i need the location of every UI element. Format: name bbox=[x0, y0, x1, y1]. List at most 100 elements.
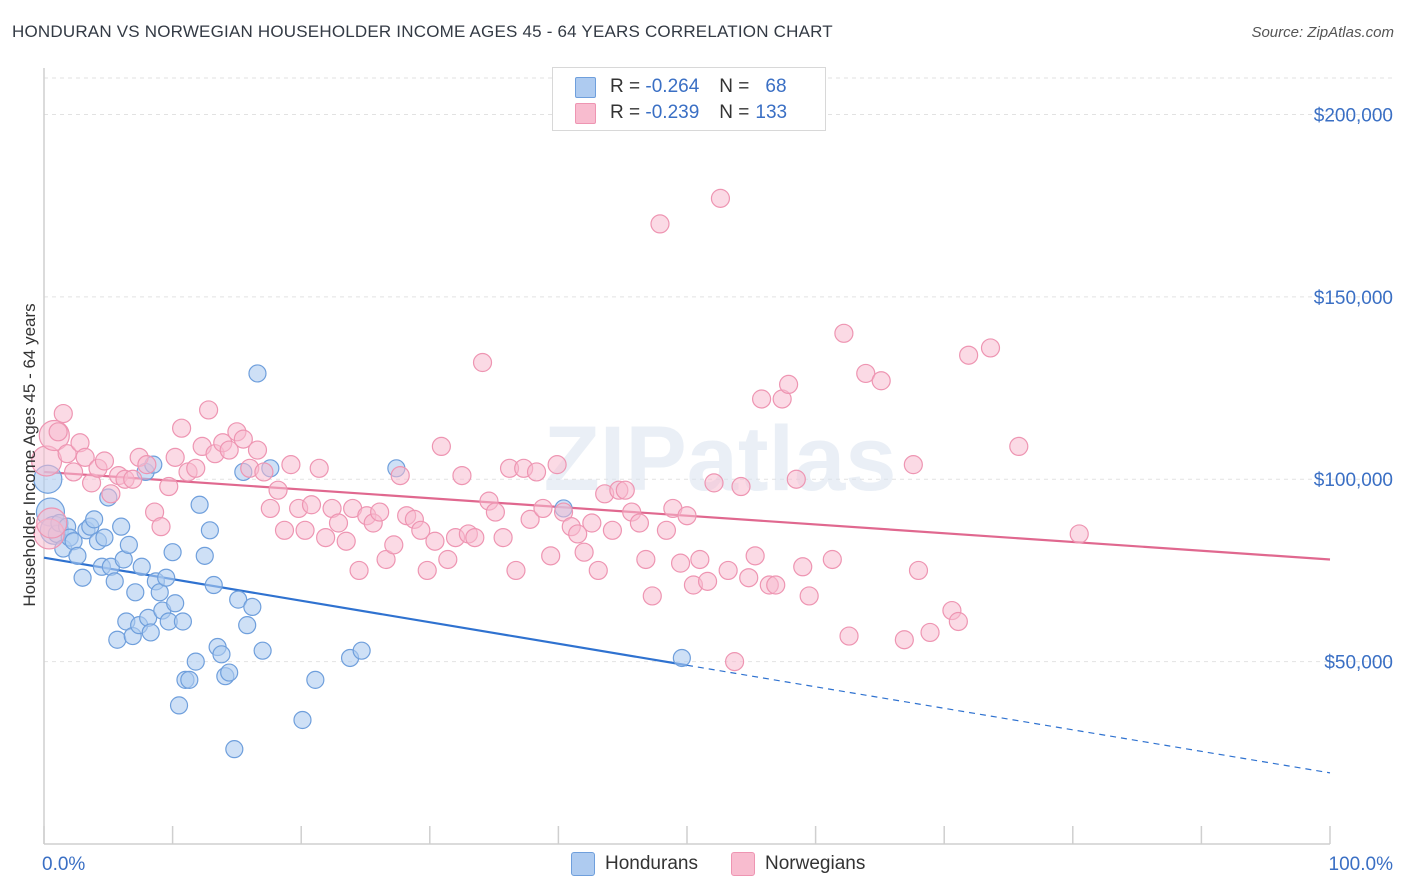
bottom-legend-label: Norwegians bbox=[765, 853, 866, 874]
norwegian-point bbox=[411, 520, 431, 540]
y-tick-label: $200,000 bbox=[1314, 105, 1393, 126]
norwegian-point bbox=[328, 513, 349, 533]
norwegian-point bbox=[438, 549, 458, 570]
norwegian-point bbox=[629, 513, 650, 533]
norwegian-point bbox=[1069, 524, 1089, 544]
norwegian-point bbox=[274, 520, 295, 540]
norwegian-point bbox=[390, 465, 410, 486]
honduran-swatch bbox=[575, 76, 596, 98]
norwegian-point bbox=[349, 560, 369, 581]
honduran-point bbox=[293, 710, 312, 730]
norwegian-point bbox=[766, 575, 786, 595]
honduran-point bbox=[225, 740, 244, 759]
grid-lines bbox=[44, 77, 1394, 663]
norwegian-point bbox=[739, 568, 759, 588]
y-tick-label: $100,000 bbox=[1314, 470, 1393, 491]
norwegian-point bbox=[980, 338, 1001, 358]
x-tick-label: 100.0% bbox=[1329, 854, 1394, 875]
norwegian-point bbox=[493, 527, 513, 548]
legend-r-label: R = bbox=[610, 102, 641, 123]
x-tick-label: 0.0% bbox=[42, 854, 85, 875]
norwegian-point bbox=[101, 484, 121, 504]
norwegian-point bbox=[247, 440, 268, 460]
norwegian-point bbox=[710, 188, 731, 208]
norwegian-point bbox=[94, 451, 115, 471]
honduran-point bbox=[186, 652, 205, 671]
honduran-point bbox=[85, 510, 104, 529]
norwegian-point bbox=[588, 560, 608, 581]
norwegian-swatch bbox=[731, 852, 755, 876]
norwegian-point bbox=[799, 586, 819, 606]
honduran-point bbox=[229, 590, 248, 609]
honduran-point bbox=[73, 568, 92, 587]
y-tick-label: $50,000 bbox=[1324, 653, 1393, 674]
legend-n-label: N = bbox=[719, 102, 750, 123]
y-tick-label: $150,000 bbox=[1314, 288, 1393, 309]
norwegian-point bbox=[425, 531, 445, 551]
honduran-point bbox=[112, 517, 131, 536]
honduran-trend-extension bbox=[686, 664, 1331, 774]
honduran-point bbox=[105, 572, 124, 591]
norwegian-point bbox=[506, 560, 526, 581]
norwegian-point bbox=[670, 553, 691, 573]
legend-row-hondurans: R = -0.264 N = 68 bbox=[575, 75, 787, 99]
norwegian-point bbox=[295, 520, 315, 540]
norwegian-point bbox=[316, 527, 336, 548]
norwegian-point bbox=[1009, 436, 1029, 457]
norwegian-point bbox=[908, 560, 929, 581]
honduran-point bbox=[243, 597, 262, 617]
norwegian-point bbox=[751, 389, 772, 409]
norwegian-point bbox=[894, 630, 914, 650]
norwegian-point bbox=[724, 652, 745, 672]
norwegian-point bbox=[778, 374, 799, 394]
norwegian-point bbox=[123, 469, 143, 489]
norwegian-point bbox=[547, 455, 567, 475]
norwegian-point bbox=[541, 546, 561, 566]
norwegian-point bbox=[186, 458, 206, 478]
norwegian-point bbox=[582, 513, 602, 533]
legend-n-label: N = bbox=[719, 76, 750, 97]
norwegian-point bbox=[948, 611, 968, 632]
correlation-legend: R = -0.264 N = 68 R = -0.239 N = 133 bbox=[552, 67, 826, 131]
honduran-point bbox=[169, 696, 189, 715]
norwegian-point bbox=[485, 502, 505, 522]
norwegian-point bbox=[36, 507, 68, 539]
norwegian-point bbox=[159, 476, 179, 497]
honduran-point bbox=[672, 648, 691, 668]
bottom-legend-label: Hondurans bbox=[605, 853, 698, 874]
norwegian-point bbox=[151, 517, 171, 537]
norwegian-point bbox=[172, 418, 192, 438]
norwegian-point bbox=[165, 447, 185, 467]
honduran-point bbox=[95, 528, 114, 547]
norwegian-point bbox=[871, 371, 891, 391]
norwegian-point bbox=[137, 455, 157, 475]
norwegian-point bbox=[233, 429, 253, 449]
honduran-point bbox=[163, 543, 182, 562]
norwegian-point bbox=[254, 462, 274, 482]
norwegian-point bbox=[48, 422, 68, 442]
honduran-point bbox=[108, 630, 127, 649]
honduran-point bbox=[141, 623, 160, 642]
norwegian-point bbox=[642, 586, 662, 606]
norwegian-point bbox=[260, 498, 280, 519]
norwegian-point bbox=[697, 571, 718, 591]
norwegian-point bbox=[650, 214, 670, 234]
honduran-point bbox=[200, 521, 219, 540]
bottom-legend-norwegians: Norwegians bbox=[731, 852, 865, 876]
honduran-point bbox=[248, 364, 267, 383]
norwegian-point bbox=[568, 524, 588, 544]
honduran-point bbox=[195, 546, 214, 565]
bottom-legend-hondurans: Hondurans bbox=[571, 852, 698, 876]
norwegian-point bbox=[472, 352, 493, 373]
norwegian-point bbox=[309, 458, 329, 478]
norwegian-point bbox=[199, 400, 219, 420]
honduran-point bbox=[253, 641, 272, 660]
norwegian-point bbox=[903, 455, 923, 475]
chart-title: HONDURAN VS NORWEGIAN HOUSEHOLDER INCOME… bbox=[12, 22, 833, 41]
norwegian-point bbox=[526, 462, 547, 482]
norwegian-point bbox=[615, 480, 635, 500]
y-axis-label: Householder Income Ages 45 - 64 years bbox=[20, 303, 39, 607]
legend-n-value: 68 bbox=[765, 76, 787, 97]
norwegian-point bbox=[219, 440, 239, 460]
norwegian-point bbox=[465, 527, 485, 548]
